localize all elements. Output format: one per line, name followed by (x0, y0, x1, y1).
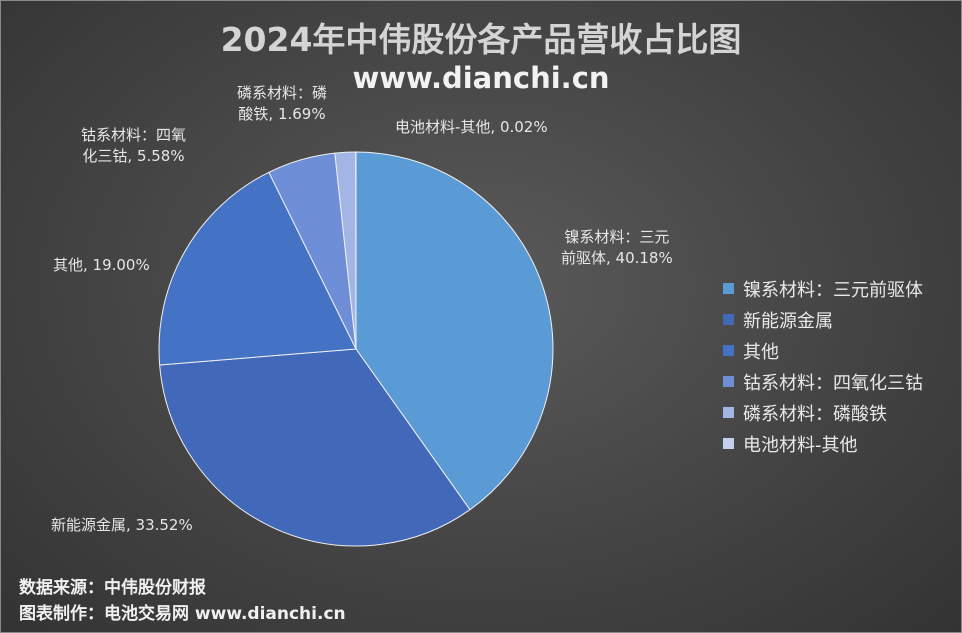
slice-label-5: 电池材料-其他, 0.02% (395, 118, 548, 136)
chart-subtitle: www.dianchi.cn (352, 61, 610, 95)
legend-item: 磷系材料：磷酸铁 (723, 397, 923, 428)
legend-swatch-0 (723, 283, 734, 294)
legend-swatch-3 (723, 376, 734, 387)
legend-item: 电池材料-其他 (723, 428, 923, 459)
legend-item: 其他 (723, 335, 923, 366)
footer-source: 数据来源：中伟股份财报 (19, 578, 206, 598)
pie-slice-0 (355, 151, 554, 511)
slice-label-2: 其他, 19.00% (53, 256, 150, 274)
legend-swatch-5 (723, 438, 734, 449)
legend: 镍系材料：三元前驱体 新能源金属 其他 钴系材料：四氧化三钴 磷系材料：磷酸铁 … (723, 273, 923, 459)
legend-item: 镍系材料：三元前驱体 (723, 273, 923, 304)
slice-label-3: 钴系材料：四氧 化三钴, 5.58% (81, 126, 187, 165)
legend-item: 钴系材料：四氧化三钴 (723, 366, 923, 397)
legend-swatch-1 (723, 314, 734, 325)
slice-label-1: 新能源金属, 33.52% (51, 516, 193, 534)
legend-swatch-4 (723, 407, 734, 418)
legend-item: 新能源金属 (723, 304, 923, 335)
slice-label-4: 磷系材料：磷 酸铁, 1.69% (237, 84, 328, 123)
footer-maker: 图表制作：电池交易网 www.dianchi.cn (19, 604, 346, 624)
chart-title: 2024年中伟股份各产品营收占比图 (220, 20, 742, 59)
pie-slice-1 (159, 348, 471, 547)
slice-label-0: 镍系材料：三元 前驱体, 40.18% (561, 228, 673, 267)
legend-swatch-2 (723, 345, 734, 356)
pie-slice-2 (158, 171, 357, 366)
